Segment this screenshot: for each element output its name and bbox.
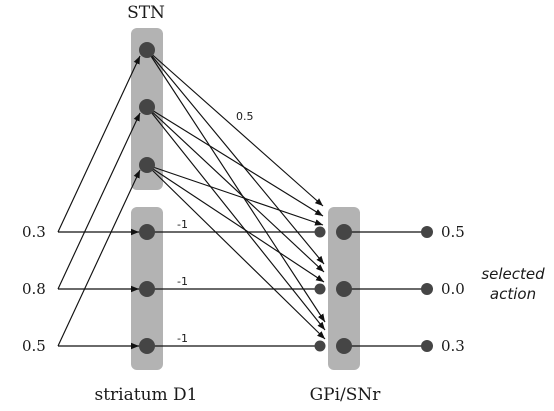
gpi-node-3	[336, 338, 352, 354]
striatum-node-3	[139, 338, 155, 354]
stn-to-gpi-connections	[146, 49, 326, 340]
selected-action-label-line2: action	[490, 285, 536, 303]
output-node-3	[421, 340, 433, 352]
stn-gpi-weight-label: 0.5	[236, 110, 254, 123]
striatum-title: striatum D1	[94, 385, 197, 405]
stn-node-3	[139, 157, 155, 173]
stn1-to-gpi2-arrow	[146, 49, 325, 265]
striatum-node-1	[139, 224, 155, 240]
stn2-to-gpi3-arrow	[146, 106, 326, 331]
gpi-input-dot-3	[314, 340, 326, 352]
output-node-2	[421, 283, 433, 295]
output-value-2: 0.0	[441, 280, 465, 298]
gpi-node-1	[336, 224, 352, 240]
input-value-2: 0.8	[22, 280, 46, 298]
stn3-to-gpi1-arrow	[146, 164, 324, 226]
striatum-node-2	[139, 281, 155, 297]
stn1-to-gpi3-arrow	[146, 49, 326, 323]
stn3-to-gpi3-arrow	[146, 164, 326, 340]
output-value-1: 0.5	[441, 223, 465, 241]
gpi-node-2	[336, 281, 352, 297]
input-arrow-stn-2	[57, 112, 141, 290]
inhibitory-weight-label-1: -1	[177, 218, 188, 231]
input-value-3: 0.5	[22, 337, 46, 355]
inhibitory-weight-label-2: -1	[177, 275, 188, 288]
selected-action-label-line1: selected	[481, 265, 545, 283]
stn-node-2	[139, 99, 155, 115]
input-arrow-stn-1	[57, 55, 141, 233]
stn2-to-gpi2-arrow	[146, 106, 325, 273]
input-arrow-stn-3	[57, 169, 141, 347]
gpi-title: GPi/SNr	[310, 385, 382, 405]
stn-title: STN	[127, 3, 165, 23]
gpi-input-dot-2	[314, 283, 326, 295]
stn2-to-gpi1-arrow	[146, 106, 324, 217]
inhibitory-weight-label-3: -1	[177, 332, 188, 345]
gpi-input-dot-1	[314, 226, 326, 238]
stn1-to-gpi1-arrow	[146, 49, 324, 207]
stn3-to-gpi2-arrow	[146, 164, 325, 283]
output-node-1	[421, 226, 433, 238]
stn-node-1	[139, 42, 155, 58]
input-value-1: 0.3	[22, 223, 46, 241]
output-value-3: 0.3	[441, 337, 465, 355]
